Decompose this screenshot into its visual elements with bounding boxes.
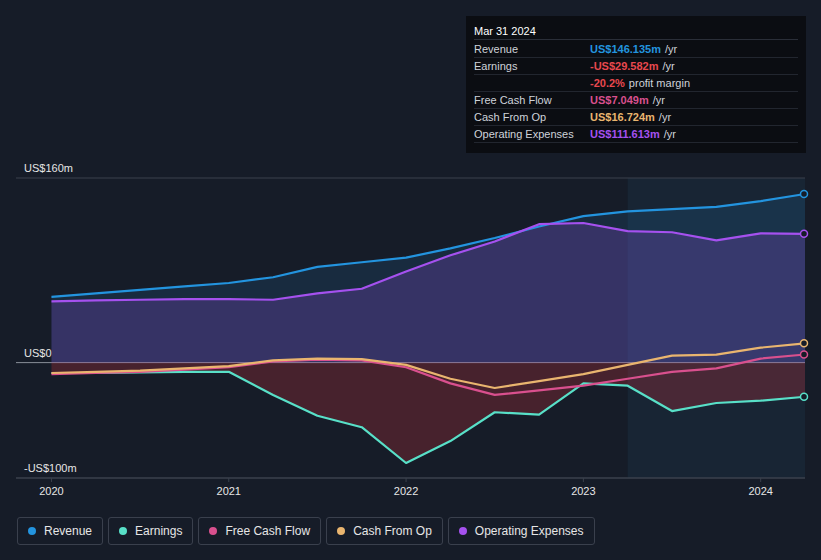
y-tick-label: US$0 xyxy=(24,347,52,359)
legend-item[interactable]: Revenue xyxy=(17,517,103,545)
tooltip-row: Operating ExpensesUS$111.613m/yr xyxy=(474,126,798,143)
tooltip-unit: /yr xyxy=(664,126,676,142)
tooltip-unit: profit margin xyxy=(629,75,690,91)
tooltip-value: -20.2% xyxy=(590,75,625,91)
grid-line xyxy=(16,478,805,479)
series-line xyxy=(51,343,805,388)
area xyxy=(51,223,805,363)
tooltip-label: Revenue xyxy=(474,41,590,57)
series-line xyxy=(51,223,805,301)
end-point xyxy=(801,340,808,347)
tooltip-date: Mar 31 2024 xyxy=(474,24,798,40)
x-tick-label: 2022 xyxy=(394,485,418,497)
legend-swatch xyxy=(28,527,36,535)
tooltip: Mar 31 2024RevenueUS$146.135m/yrEarnings… xyxy=(466,16,806,153)
tooltip-unit: /yr xyxy=(659,109,671,125)
legend-swatch xyxy=(337,527,345,535)
x-tick-label: 2023 xyxy=(571,485,595,497)
grid-line xyxy=(16,178,805,179)
x-tick xyxy=(51,478,52,482)
x-tick xyxy=(228,478,229,482)
y-tick-label: -US$100m xyxy=(24,462,77,474)
end-point xyxy=(801,351,808,358)
series-line xyxy=(51,372,805,463)
tooltip-label: Free Cash Flow xyxy=(474,92,590,108)
x-axis xyxy=(16,478,805,479)
area xyxy=(51,363,805,463)
x-tick-label: 2021 xyxy=(217,485,241,497)
tooltip-row: Free Cash FlowUS$7.049m/yr xyxy=(474,92,798,109)
legend-label: Earnings xyxy=(135,524,182,538)
tooltip-label: Earnings xyxy=(474,58,590,74)
y-tick-label: US$160m xyxy=(24,162,73,174)
legend-swatch xyxy=(209,527,217,535)
series-line xyxy=(51,354,805,394)
legend-label: Free Cash Flow xyxy=(225,524,310,538)
tooltip-value: US$16.724m xyxy=(590,109,655,125)
tooltip-unit: /yr xyxy=(665,41,677,57)
legend-swatch xyxy=(119,527,127,535)
tooltip-row: -20.2%profit margin xyxy=(474,75,798,92)
x-tick xyxy=(760,478,761,482)
end-point xyxy=(801,230,808,237)
x-tick xyxy=(583,478,584,482)
x-tick-label: 2020 xyxy=(39,485,63,497)
tooltip-label xyxy=(474,75,590,91)
legend: Revenue Earnings Free Cash Flow Cash From O… xyxy=(17,517,595,545)
legend-item[interactable]: Earnings xyxy=(108,517,193,545)
x-tick xyxy=(406,478,407,482)
tooltip-unit: /yr xyxy=(663,58,675,74)
tooltip-row: Cash From OpUS$16.724m/yr xyxy=(474,109,798,126)
end-point xyxy=(801,393,808,400)
legend-label: Revenue xyxy=(44,524,92,538)
legend-item[interactable]: Cash From Op xyxy=(326,517,443,545)
tooltip-row: RevenueUS$146.135m/yr xyxy=(474,41,798,58)
end-point xyxy=(801,190,808,197)
plot-area xyxy=(51,194,805,463)
legend-label: Cash From Op xyxy=(353,524,432,538)
tooltip-label: Cash From Op xyxy=(474,109,590,125)
tooltip-value: US$111.613m xyxy=(590,126,660,142)
area xyxy=(51,194,805,363)
tooltip-label: Operating Expenses xyxy=(474,126,590,142)
legend-swatch xyxy=(459,527,467,535)
tooltip-row: Earnings-US$29.582m/yr xyxy=(474,58,798,75)
legend-label: Operating Expenses xyxy=(475,524,584,538)
tooltip-value: US$146.135m xyxy=(590,41,661,57)
legend-item[interactable]: Operating Expenses xyxy=(448,517,595,545)
legend-item[interactable]: Free Cash Flow xyxy=(198,517,321,545)
series-line xyxy=(51,194,805,297)
x-tick-label: 2024 xyxy=(748,485,772,497)
tooltip-value: US$7.049m xyxy=(590,92,649,108)
tooltip-value: -US$29.582m xyxy=(590,58,659,74)
tooltip-unit: /yr xyxy=(653,92,665,108)
